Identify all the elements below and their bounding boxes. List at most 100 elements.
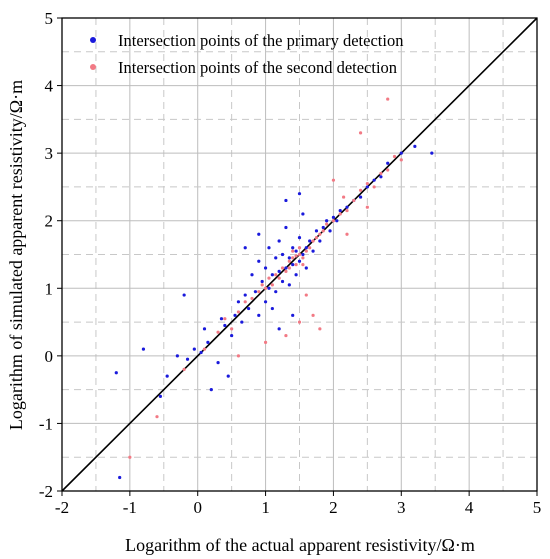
x-tick-label: 0 [193, 498, 202, 517]
data-point [284, 198, 288, 203]
y-tick-label: 4 [45, 77, 54, 96]
data-point [308, 239, 312, 243]
data-point [226, 374, 230, 378]
data-point [185, 357, 190, 361]
data-point [304, 293, 308, 297]
data-point [386, 97, 390, 101]
y-tick-label: -1 [39, 414, 53, 433]
data-point [280, 252, 285, 257]
legend-label-second: Intersection points of the second detect… [118, 58, 397, 77]
data-point [345, 205, 349, 209]
data-point [277, 327, 281, 331]
data-point [358, 195, 363, 199]
data-point [311, 239, 315, 243]
data-point [280, 279, 285, 284]
data-point [392, 154, 397, 159]
x-tick-label: -2 [55, 498, 69, 517]
data-point [284, 266, 288, 270]
data-point [216, 361, 220, 365]
data-point [297, 236, 302, 240]
data-point [257, 232, 261, 236]
data-point [284, 225, 288, 230]
data-point [372, 185, 376, 189]
data-point [331, 215, 336, 219]
y-tick-label: 0 [45, 347, 54, 366]
data-point [379, 175, 383, 179]
data-point [243, 293, 247, 297]
data-point [291, 263, 295, 267]
x-axis-title: Logarithm of the actual apparent resisti… [125, 535, 475, 555]
data-point [297, 252, 302, 257]
data-point [321, 225, 325, 230]
y-tick-label: -2 [39, 482, 53, 501]
series-primary [114, 144, 434, 480]
data-point [413, 144, 417, 148]
x-tick-label: -1 [123, 498, 137, 517]
data-point [345, 232, 349, 236]
data-point [304, 249, 308, 253]
data-points [114, 97, 434, 480]
data-point [199, 350, 203, 355]
data-point [318, 232, 322, 236]
plot-frame [61, 17, 538, 492]
grid [62, 18, 537, 491]
data-point [250, 296, 254, 301]
data-point [318, 327, 322, 331]
data-point [267, 246, 271, 250]
data-point [287, 266, 291, 270]
data-point [263, 340, 268, 344]
legend-marker-primary [90, 37, 96, 43]
y-tick-label: 3 [45, 144, 54, 163]
data-point [202, 327, 207, 331]
data-point [287, 259, 291, 263]
data-point [287, 256, 291, 260]
data-point [379, 171, 383, 176]
x-tick-label: 5 [533, 498, 542, 517]
data-point [311, 249, 315, 253]
data-point [155, 415, 159, 419]
data-point [263, 286, 268, 290]
data-point [223, 317, 227, 321]
data-point [328, 229, 332, 233]
data-point [297, 246, 302, 250]
data-point [206, 340, 210, 344]
data-point [372, 178, 376, 182]
data-point [287, 283, 291, 287]
data-point [294, 263, 298, 267]
data-point [243, 246, 247, 250]
x-tick-label: 4 [465, 498, 474, 517]
data-point [277, 276, 281, 280]
data-point [308, 246, 312, 250]
legend-marker-second [90, 64, 96, 70]
data-point [209, 388, 213, 392]
data-point [270, 283, 274, 287]
y-tick-label: 2 [45, 212, 54, 231]
data-point [365, 185, 369, 189]
data-point [386, 168, 390, 172]
y-tick-label: 5 [45, 9, 54, 28]
legend: Intersection points of the primary detec… [90, 31, 403, 77]
data-point [243, 300, 247, 304]
data-point [331, 178, 336, 182]
data-point [314, 229, 319, 233]
data-point [335, 219, 339, 223]
data-point [342, 195, 346, 199]
data-point [321, 229, 325, 233]
data-point [291, 249, 295, 253]
data-point [182, 367, 186, 371]
y-tick-label: 1 [45, 279, 54, 298]
data-point [274, 273, 278, 277]
data-point [270, 306, 274, 311]
data-point [365, 181, 369, 186]
data-point [399, 151, 403, 155]
data-point [260, 283, 264, 287]
data-point [304, 246, 308, 250]
data-point [233, 313, 237, 317]
data-point [216, 330, 220, 334]
data-point [345, 208, 349, 213]
data-point [165, 374, 169, 378]
data-point [247, 306, 251, 311]
x-tick-label: 1 [261, 498, 270, 517]
data-point [230, 333, 234, 338]
